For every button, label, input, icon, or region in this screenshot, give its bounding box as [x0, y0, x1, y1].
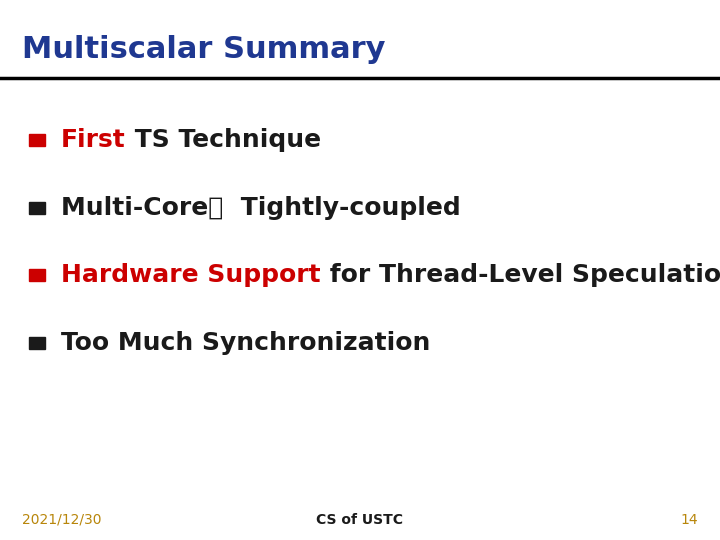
Text: CS of USTC: CS of USTC [317, 512, 403, 526]
FancyBboxPatch shape [29, 337, 45, 349]
Text: Multi-Core，  Tightly-coupled: Multi-Core， Tightly-coupled [61, 196, 461, 220]
Text: for Thread-Level Speculation: for Thread-Level Speculation [321, 264, 720, 287]
FancyBboxPatch shape [29, 134, 45, 146]
Text: First: First [61, 129, 126, 152]
Text: Multiscalar Summary: Multiscalar Summary [22, 35, 385, 64]
Text: 14: 14 [681, 512, 698, 526]
FancyBboxPatch shape [29, 202, 45, 214]
Text: Too Much Synchronization: Too Much Synchronization [61, 331, 431, 355]
Text: Hardware Support: Hardware Support [61, 264, 321, 287]
Text: 2021/12/30: 2021/12/30 [22, 512, 101, 526]
Text: TS Technique: TS Technique [126, 129, 321, 152]
FancyBboxPatch shape [29, 269, 45, 281]
